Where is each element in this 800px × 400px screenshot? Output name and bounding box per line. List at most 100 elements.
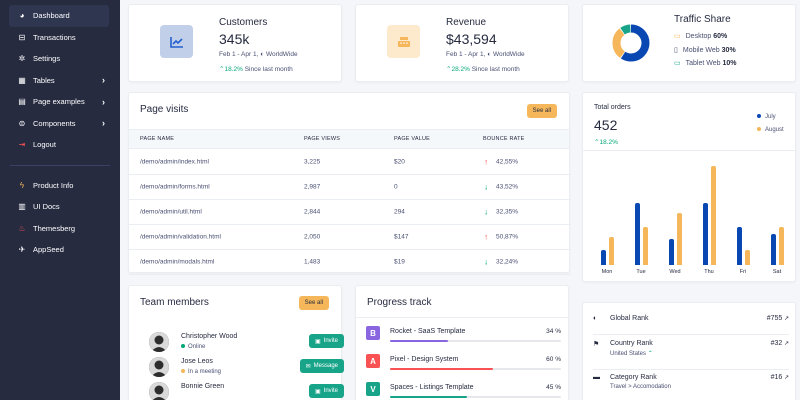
revenue-date-range: Feb 1 - Apr 1, (446, 51, 486, 58)
chart-line-icon: ↗ (782, 316, 789, 322)
legend-dot-july (757, 114, 761, 118)
rank-value: #755 ↗ (767, 315, 789, 322)
invite-button[interactable]: ▣ Invite (308, 384, 344, 398)
message-button[interactable]: ✉ Message (299, 359, 344, 373)
bar-august-mon[interactable] (609, 236, 614, 265)
sidebar-item-label: Themesberg (33, 223, 76, 233)
revenue-value: $43,594 (446, 31, 497, 47)
progress-item: B Rocket - SaaS Template 34 % (366, 326, 561, 351)
sidebar-item-label: Settings (33, 54, 61, 64)
rank-subtitle: United States ⌃ (610, 350, 653, 357)
member-status-text: Online (188, 344, 206, 350)
traffic-mobile-value: 30% (721, 46, 736, 54)
header-page-views: PAGE VIEWS (304, 136, 341, 142)
page-views-cell: 2,050 (304, 233, 321, 241)
page-views-cell: 3,225 (304, 158, 321, 166)
traffic-item-tablet: ▭ Tablet Web 10% (674, 59, 736, 68)
chevron-up-icon: ⌃ (646, 351, 653, 357)
traffic-desktop-value: 60% (713, 32, 728, 40)
member-status: In a meeting (181, 369, 221, 375)
calendar-icon: ▣ (314, 388, 321, 395)
sidebar-item-dashboard[interactable]: ◕ Dashboard (9, 5, 109, 27)
progress-fill (390, 396, 467, 398)
header-page-name: PAGE NAME (140, 136, 175, 142)
sidebar-item-page-examples[interactable]: ▤ Page examples › (9, 91, 109, 113)
bounce-rate-cell: 50,87% (496, 233, 519, 241)
progress-bar (390, 340, 561, 342)
bar-august-thu[interactable] (711, 166, 716, 265)
button-label: Invite (323, 388, 338, 394)
header-bounce-rate: BOUNCE RATE (483, 136, 525, 142)
bar-july-tue[interactable] (635, 202, 640, 265)
traffic-item-desktop: ▭ Desktop 60% (674, 32, 728, 41)
bar-july-mon[interactable] (601, 249, 606, 265)
revenue-region: WorldWide (492, 51, 525, 58)
avatar (149, 357, 169, 377)
total-orders-value: 452 (594, 117, 618, 133)
traffic-share-card: Traffic Share ▭ Desktop 60% ▯ Mobile Web 3… (582, 4, 796, 82)
sidebar-item-tables[interactable]: ▦ Tables › (9, 70, 109, 92)
x-tick-label: Fri (739, 269, 747, 275)
sidebar-item-ui-docs[interactable]: ▥ UI Docs (9, 196, 109, 218)
bar-july-thu[interactable] (703, 202, 708, 265)
bar-august-sat[interactable] (779, 227, 784, 265)
page-visits-see-all-button[interactable]: See all (526, 104, 557, 118)
button-label: Invite (323, 338, 338, 344)
progress-item: A Pixel - Design System 60 % (366, 354, 561, 379)
progress-percent: 60 % (546, 356, 561, 363)
team-members-title: Team members (140, 297, 209, 308)
progress-divider (356, 317, 568, 318)
donut-slice-mobile (612, 24, 650, 62)
bolt-icon: ϟ (19, 180, 25, 190)
chevron-right-icon: › (102, 75, 105, 86)
appseed-logo-icon: ✈ (18, 245, 26, 255)
globe-icon: ◐ (593, 315, 598, 322)
sidebar-item-settings[interactable]: ✲ Settings (9, 48, 109, 70)
arrow-up-icon: ⌃ (446, 66, 452, 73)
progress-bar (390, 396, 561, 398)
x-tick-label: Tue (636, 269, 646, 275)
rank-subtitle-text: Travel > Accomodation (610, 384, 671, 390)
customers-title: Customers (219, 17, 268, 28)
progress-label: Spaces - Listings Template (390, 384, 474, 391)
member-name: Bonnie Green (181, 383, 225, 390)
bar-july-fri[interactable] (737, 227, 742, 265)
page-visits-header: PAGE NAME PAGE VIEWS PAGE VALUE BOUNCE R… (129, 129, 569, 149)
sidebar-item-label: Tables (33, 75, 55, 85)
bar-august-fri[interactable] (745, 249, 750, 265)
bar-july-sat[interactable] (771, 234, 776, 265)
rank-value: #16 ↗ (771, 374, 789, 381)
arrow-down-icon: ↓ (484, 182, 488, 192)
chevron-right-icon: › (102, 96, 105, 107)
total-orders-change: ⌃18.2% (594, 138, 618, 146)
sidebar-secondary-nav: ϟ Product Info ▥ UI Docs ♨ Themesberg ✈ AppSeed (0, 175, 120, 261)
sidebar-item-logout[interactable]: ⇥ Logout (9, 134, 109, 156)
chart-line-icon (160, 25, 193, 58)
bounce-rate-cell: 42,55% (496, 158, 519, 166)
bar-august-tue[interactable] (643, 227, 648, 265)
sidebar-item-transactions[interactable]: ⊟ Transactions (9, 27, 109, 49)
team-see-all-button[interactable]: See all (298, 296, 329, 310)
sidebar-item-components[interactable]: ⊜ Components › (9, 113, 109, 135)
calendar-icon: ▣ (314, 338, 321, 345)
tablet-icon: ▭ (674, 60, 681, 67)
ranks-card: ◐ Global Rank #755 ↗ ⚑ Country Rank #32 ↗ Unit… (582, 302, 796, 400)
team-member: Christopher Wood Online ▣ Invite (139, 332, 344, 357)
arrow-down-icon: ↓ (484, 207, 488, 217)
rank-label: Category Rank (610, 374, 657, 381)
x-tick-label: Thu (704, 269, 714, 275)
sidebar-item-label: Logout (33, 140, 56, 150)
globe-icon: ◐ (487, 51, 492, 58)
sidebar-item-appseed[interactable]: ✈ AppSeed (9, 239, 109, 261)
bar-august-wed[interactable] (677, 212, 682, 265)
member-status: Online (181, 344, 205, 350)
bar-july-wed[interactable] (669, 238, 674, 265)
invite-button[interactable]: ▣ Invite (308, 334, 344, 348)
book-icon: ▥ (18, 202, 26, 212)
customers-change-label: Since last month (244, 66, 293, 73)
legend-august-label: August (765, 127, 784, 133)
rank-row-category-rank: ▬ Category Rank #16 ↗ Travel > Accomodation (593, 374, 789, 400)
customers-change: ⌃18.2% Since last month (219, 65, 293, 73)
sidebar-item-themesberg[interactable]: ♨ Themesberg (9, 218, 109, 240)
sidebar-item-product-info[interactable]: ϟ Product Info (9, 175, 109, 197)
